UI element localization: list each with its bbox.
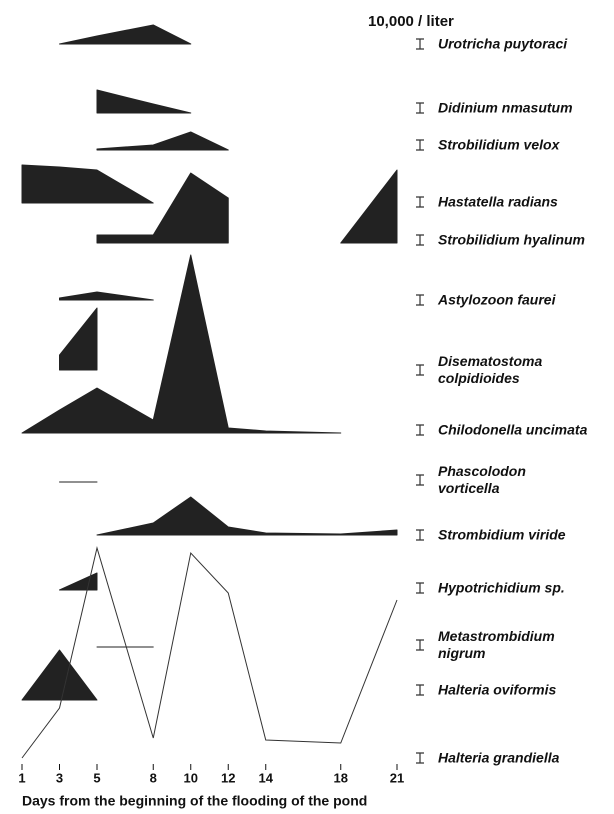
scale-bar bbox=[416, 752, 424, 764]
kite bbox=[59, 24, 192, 45]
kite bbox=[96, 496, 398, 536]
kite bbox=[96, 131, 229, 151]
x-tick-label: 21 bbox=[390, 770, 404, 785]
scale-bar bbox=[416, 529, 424, 541]
x-tick-label: 14 bbox=[259, 770, 274, 785]
species-label: Disematostoma colpidioides bbox=[438, 353, 543, 386]
scale-bar bbox=[416, 364, 424, 376]
species-label: Halteria grandiella bbox=[438, 749, 560, 766]
species-label: Strobilidium hyalinum bbox=[438, 231, 586, 248]
kite bbox=[21, 254, 342, 434]
abundance-line bbox=[21, 546, 398, 759]
kite bbox=[59, 291, 154, 301]
x-tick-label: 10 bbox=[184, 770, 198, 785]
kite bbox=[96, 89, 192, 114]
species-label: Urotricha puytoraci bbox=[438, 35, 568, 52]
scale-bar bbox=[416, 38, 424, 50]
scale-bar bbox=[416, 294, 424, 306]
x-tick-label: 3 bbox=[56, 770, 63, 785]
scale-bar bbox=[416, 234, 424, 246]
species-label: Strobilidium velox bbox=[438, 136, 560, 153]
species-label: Phascolodon vorticella bbox=[438, 463, 526, 496]
kite bbox=[21, 164, 154, 204]
species-label: Astylozoon faurei bbox=[438, 291, 556, 308]
species-label: Halteria oviformis bbox=[438, 681, 557, 698]
scale-bar bbox=[416, 196, 424, 208]
x-tick-label: 18 bbox=[334, 770, 348, 785]
kite bbox=[59, 307, 98, 371]
x-tick-label: 12 bbox=[221, 770, 235, 785]
scale-bar bbox=[416, 684, 424, 696]
x-tick-label: 5 bbox=[93, 770, 100, 785]
species-label: Strombidium viride bbox=[438, 526, 566, 543]
species-label: Metastrombidium nigrum bbox=[438, 628, 555, 661]
kite bbox=[340, 169, 398, 244]
x-tick-label: 8 bbox=[150, 770, 157, 785]
x-axis-label: Days from the beginning of the flooding … bbox=[22, 793, 367, 809]
kite bbox=[59, 572, 98, 591]
scale-bar bbox=[416, 639, 424, 651]
species-label: Didinium nmasutum bbox=[438, 99, 573, 116]
species-label: Chilodonella uncimata bbox=[438, 421, 588, 438]
scale-bar bbox=[416, 582, 424, 594]
x-tick-label: 1 bbox=[18, 770, 25, 785]
scale-bar bbox=[416, 474, 424, 486]
scale-bar bbox=[416, 424, 424, 436]
chart-title: 10,000 / liter bbox=[368, 13, 454, 30]
kite bbox=[96, 172, 229, 244]
species-label: Hastatella radians bbox=[438, 193, 558, 210]
species-label: Hypotrichidium sp. bbox=[438, 579, 565, 596]
kite bbox=[21, 649, 98, 701]
scale-bar bbox=[416, 139, 424, 151]
scale-bar bbox=[416, 102, 424, 114]
